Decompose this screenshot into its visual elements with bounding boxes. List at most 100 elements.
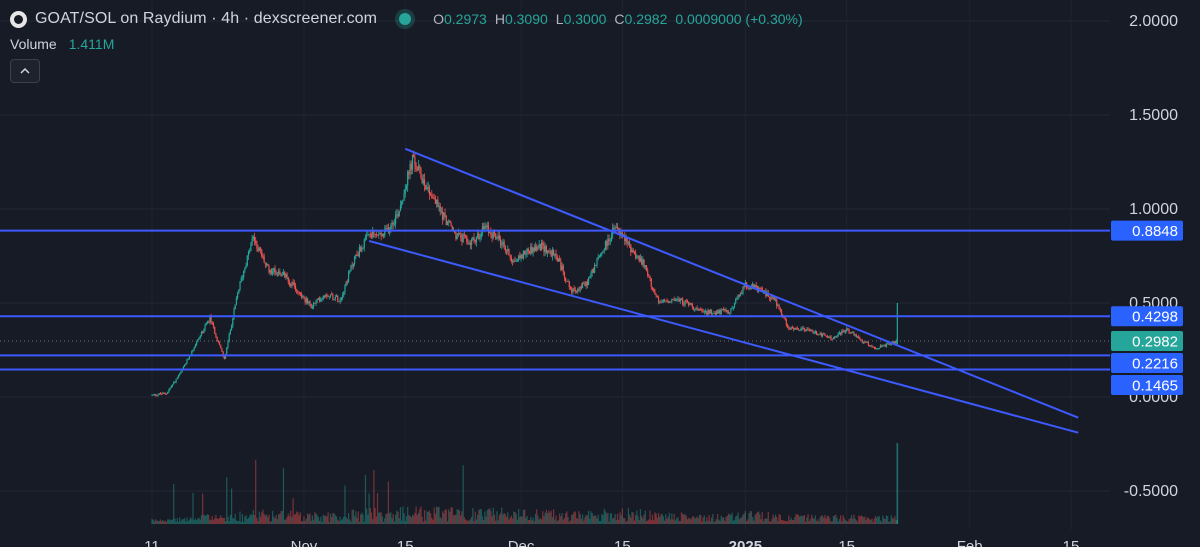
volume-bar <box>660 515 661 524</box>
candle-body <box>338 301 339 302</box>
candle-body <box>733 307 734 308</box>
candle-body <box>496 238 497 239</box>
candle-body <box>617 227 618 228</box>
volume-bar <box>218 519 219 524</box>
volume-bar <box>372 519 373 524</box>
candle-body <box>840 332 841 334</box>
candle-body <box>180 372 181 374</box>
collapse-legend-button[interactable] <box>10 59 40 83</box>
volume-bar <box>249 516 250 524</box>
volume-bar <box>583 521 584 524</box>
volume-bar <box>471 517 472 524</box>
volume-bar <box>782 520 783 524</box>
candle-body <box>341 297 342 299</box>
ohlc-readout: O0.2973 H0.3090 L0.3000 C0.2982 0.000900… <box>433 11 803 27</box>
volume-bar <box>286 517 287 524</box>
volume-bar <box>356 518 357 524</box>
candle-body <box>594 265 595 273</box>
volume-bar <box>845 520 846 524</box>
volume-bar <box>346 517 347 524</box>
candle-body <box>516 261 517 262</box>
candle-body <box>584 284 585 287</box>
volume-bar <box>847 521 848 524</box>
candle-body <box>259 248 260 252</box>
volume-bar <box>658 513 659 524</box>
trendline[interactable] <box>405 149 1078 418</box>
candle-body <box>467 241 468 243</box>
volume-bar <box>824 515 825 524</box>
candle-body <box>549 251 550 252</box>
volume-bar <box>244 517 245 524</box>
volume-bar <box>253 510 254 524</box>
candle-body <box>230 330 231 334</box>
price-axis: 2.00001.50001.00000.50000.0000-0.5000 <box>1124 13 1178 500</box>
candle-body <box>838 334 839 336</box>
volume-bar <box>869 519 870 524</box>
volume-bar <box>483 520 484 524</box>
candle-body <box>809 330 810 332</box>
volume-bar <box>789 520 790 524</box>
candle-body <box>409 164 410 174</box>
candle-body <box>505 247 506 250</box>
volume-bar <box>841 521 842 524</box>
candle-body <box>643 260 644 267</box>
trendline[interactable] <box>369 241 1078 433</box>
candle-body <box>307 299 308 304</box>
volume-legend: Volume 1.411M <box>10 36 114 52</box>
candle-body <box>645 265 646 267</box>
volume-bar <box>438 507 439 524</box>
candle-body <box>559 259 560 262</box>
candle-body <box>616 227 617 228</box>
volume-bar <box>868 518 869 524</box>
volume-bar <box>800 516 801 524</box>
volume-bar <box>580 514 581 524</box>
candle-body <box>295 286 296 290</box>
volume-bar <box>343 517 344 524</box>
candle-body <box>799 330 800 331</box>
candle-body <box>443 213 444 220</box>
volume-bar <box>809 521 810 524</box>
candle-body <box>668 301 669 303</box>
candle-body <box>159 393 160 394</box>
candle-body <box>271 270 272 274</box>
candle-body <box>297 292 298 293</box>
candle-body <box>522 255 523 259</box>
candle-body <box>563 266 564 273</box>
candle-body <box>393 223 394 225</box>
volume-bar <box>628 508 629 524</box>
volume-bar <box>464 517 465 524</box>
volume-bar <box>564 518 565 524</box>
candle-body <box>438 206 439 207</box>
volume-bar <box>342 519 343 524</box>
x-tick-label: 15 <box>1063 538 1080 547</box>
candle-body <box>261 250 262 257</box>
volume-bar <box>681 512 682 524</box>
candle-body <box>792 327 793 328</box>
candle-body <box>379 233 380 234</box>
volume-bar <box>735 517 736 524</box>
candle-body <box>785 318 786 320</box>
candle-body <box>396 214 397 215</box>
candle-body <box>306 299 307 303</box>
volume-bar <box>155 519 156 524</box>
candle-body <box>470 243 471 245</box>
symbol-title[interactable]: GOAT/SOL on Raydium · 4h · dexscreener.c… <box>35 10 377 28</box>
candle-body <box>610 241 611 242</box>
volume-bar <box>814 519 815 524</box>
candle-body <box>337 296 338 302</box>
volume-bar <box>575 511 576 524</box>
volume-bar <box>719 521 720 524</box>
candle-body <box>340 300 341 302</box>
candle-body <box>876 348 877 349</box>
grid-lines <box>0 0 1110 530</box>
volume-bar <box>557 521 558 524</box>
candle-body <box>871 345 872 346</box>
candle-body <box>705 311 706 312</box>
volume-bar <box>608 522 609 524</box>
volume-bar <box>753 521 754 524</box>
volume-bar <box>710 521 711 524</box>
candle-body <box>827 336 828 337</box>
volume-bar <box>305 521 306 524</box>
candle-body <box>248 252 249 256</box>
